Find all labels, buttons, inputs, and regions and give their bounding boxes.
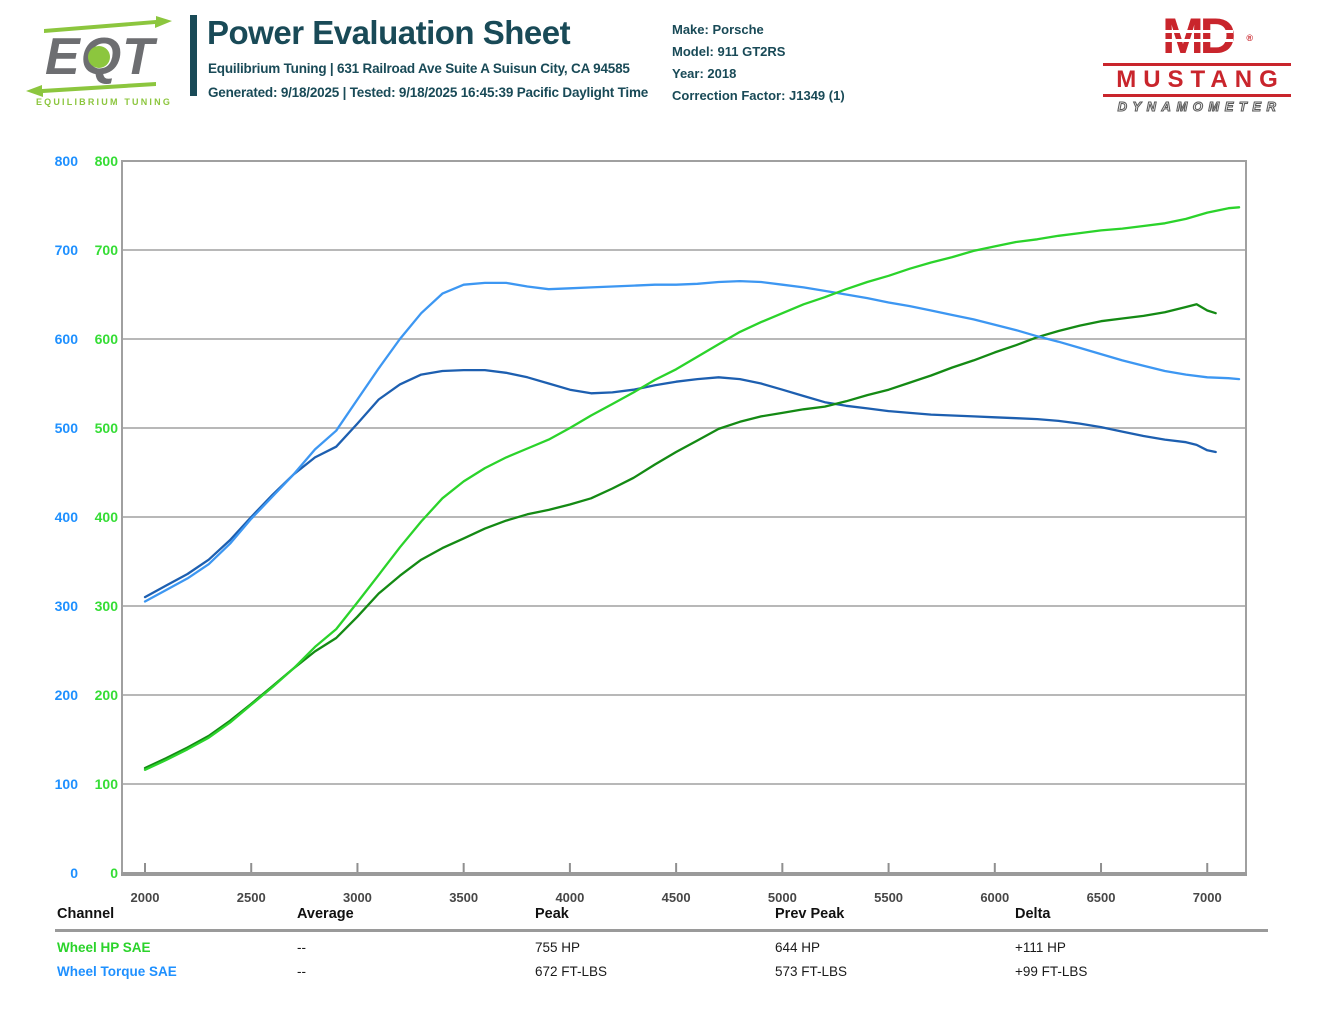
table-header-delta: Delta [1015, 906, 1051, 922]
y-tick-hp-100: 100 [95, 776, 119, 792]
generated-tested-line: Generated: 9/18/2025 | Tested: 9/18/2025… [208, 85, 649, 100]
table-header-peak: Peak [535, 906, 569, 922]
table-cell-delta-row2: +99 FT-LBS [1015, 964, 1088, 979]
y-tick-torque-500: 500 [55, 420, 79, 436]
series-wheel-hp-sae-previous [143, 303, 1217, 770]
series-wheel-hp-sae [143, 206, 1241, 771]
x-tick-label-4500: 4500 [662, 890, 691, 905]
series-wheel-torque-sae-previous [143, 368, 1217, 599]
md-stripe [1159, 39, 1233, 42]
x-tick-label-5500: 5500 [874, 890, 903, 905]
table-cell-prev_peak-row2: 573 FT-LBS [775, 964, 848, 979]
y-tick-hp-700: 700 [95, 242, 119, 258]
md-monogram-wrap: MD ® [1103, 10, 1291, 62]
table-cell-channel-row2: Wheel Torque SAE [57, 964, 177, 979]
y-tick-hp-200: 200 [95, 687, 119, 703]
vehicle-make: Make: Porsche [672, 22, 764, 37]
page-title: Power Evaluation Sheet [207, 14, 571, 51]
vehicle-year: Year: 2018 [672, 66, 737, 81]
table-cell-average-row2: -- [297, 964, 306, 979]
series-wheel-torque-sae [143, 279, 1241, 603]
x-tick-label-6000: 6000 [980, 890, 1009, 905]
table-cell-peak-row2: 672 FT-LBS [535, 964, 608, 979]
table-header-channel: Channel [57, 906, 115, 922]
x-tick-label-3000: 3000 [343, 890, 372, 905]
x-tick-label-7000: 7000 [1193, 890, 1222, 905]
x-tick-label-4000: 4000 [555, 890, 584, 905]
x-tick-label-6500: 6500 [1087, 890, 1116, 905]
registered-mark: ® [1246, 33, 1253, 43]
table-cell-prev_peak-row1: 644 HP [775, 940, 821, 955]
eqt-bottom-arrow [26, 82, 156, 97]
table-header-average: Average [297, 906, 354, 922]
y-tick-hp-400: 400 [95, 509, 119, 525]
table-header-prev-peak: Prev Peak [775, 906, 845, 922]
vehicle-model: Model: 911 GT2RS [672, 44, 786, 59]
shop-address: Equilibrium Tuning | 631 Railroad Ave Su… [208, 61, 630, 76]
x-tick-label-2500: 2500 [237, 890, 266, 905]
y-tick-torque-200: 200 [55, 687, 79, 703]
y-tick-hp-0: 0 [110, 865, 118, 881]
y-tick-torque-300: 300 [55, 598, 79, 614]
x-tick-label-5000: 5000 [768, 890, 797, 905]
title-accent-bar [190, 15, 197, 96]
eqt-top-arrow [44, 16, 172, 33]
dynamometer-wordmark: DYNAMOMETER [1117, 99, 1282, 115]
y-tick-hp-600: 600 [95, 331, 119, 347]
y-tick-torque-400: 400 [55, 509, 79, 525]
x-tick-label-3500: 3500 [449, 890, 478, 905]
mustang-dynamometer-logo: MD ® MUSTANG DYNAMOMETER [1103, 10, 1291, 116]
eqt-q-dot [88, 46, 110, 68]
y-tick-torque-600: 600 [55, 331, 79, 347]
y-tick-hp-300: 300 [95, 598, 119, 614]
y-tick-torque-700: 700 [55, 242, 79, 258]
table-cell-average-row1: -- [297, 940, 306, 955]
y-tick-hp-800: 800 [95, 153, 119, 169]
md-stripe [1159, 30, 1233, 33]
y-tick-torque-100: 100 [55, 776, 79, 792]
vehicle-info: Make: Porsche Model: 911 GT2RS Year: 201… [672, 19, 845, 107]
mustang-rule-top [1103, 63, 1291, 66]
table-header-rule [55, 929, 1268, 932]
y-tick-hp-500: 500 [95, 420, 119, 436]
y-tick-torque-800: 800 [55, 153, 79, 169]
table-cell-delta-row1: +111 HP [1015, 940, 1066, 955]
md-monogram: MD [1162, 8, 1236, 64]
table-cell-channel-row1: Wheel HP SAE [57, 940, 151, 955]
y-tick-torque-0: 0 [70, 865, 78, 881]
x-tick-label-2000: 2000 [131, 890, 160, 905]
mustang-wordmark: MUSTANG [1116, 66, 1285, 93]
eqt-logo: EQT EQUILIBRIUM TUNING [26, 16, 172, 107]
table-cell-peak-row1: 755 HP [535, 940, 581, 955]
correction-factor: Correction Factor: J1349 (1) [672, 88, 845, 103]
eqt-tagline: EQUILIBRIUM TUNING [36, 97, 172, 107]
mustang-rule-bottom [1103, 94, 1291, 97]
